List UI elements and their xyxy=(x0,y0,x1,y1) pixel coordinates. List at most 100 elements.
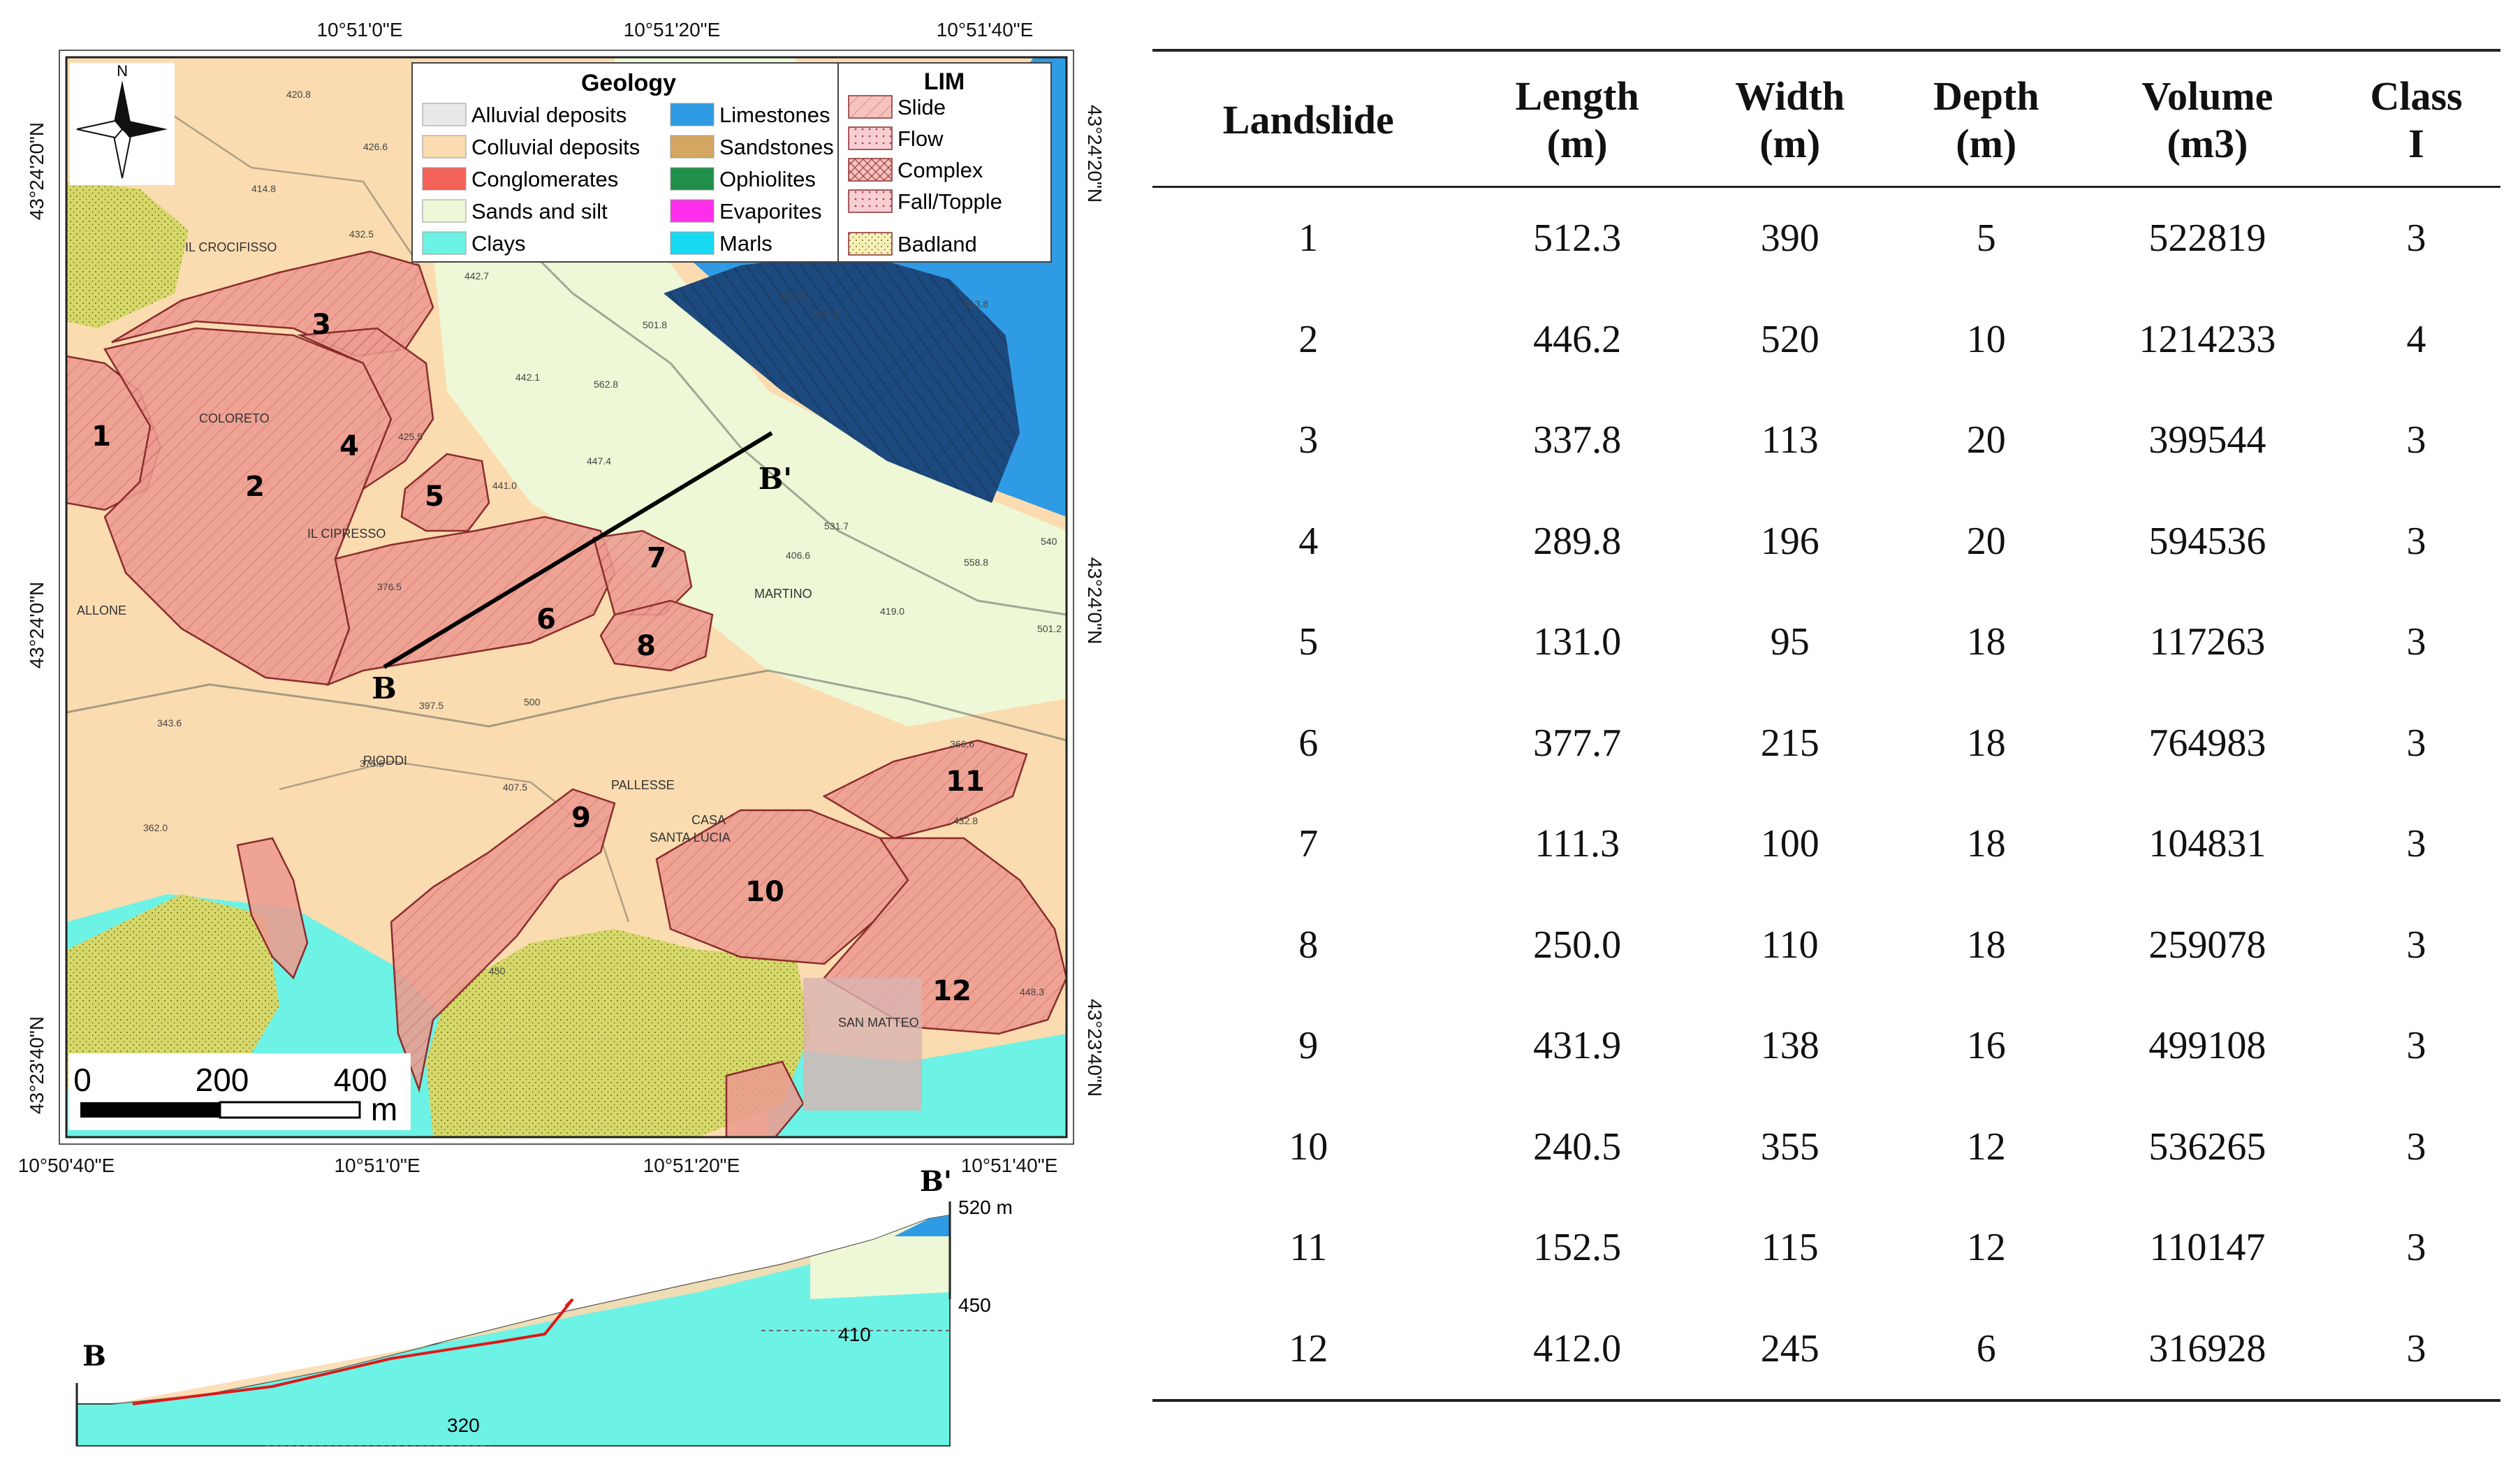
map-legend: Geology LIM Alluvial deposits Colluvial d… xyxy=(411,62,1052,263)
table-cell: 3 xyxy=(2406,1125,2426,1169)
spot-height: 366.6 xyxy=(950,738,974,749)
table-row: 12 412.0 245 6 316928 3 xyxy=(1152,1298,2500,1402)
section-label-b-prime: B' xyxy=(759,462,792,496)
table-cell: 215 xyxy=(1760,721,1819,765)
table-cell: 5 xyxy=(1298,620,1319,664)
table-row: 3 337.8 113 20 399544 3 xyxy=(1152,390,2500,491)
table-cell: 5 xyxy=(1976,217,1996,261)
table-header-cell: Volume (m3) xyxy=(2082,49,2333,188)
header-text: Width xyxy=(1735,73,1845,119)
table-row: 10 240.5 355 12 536265 3 xyxy=(1152,1097,2500,1198)
table-cell: 12 xyxy=(1966,1125,2006,1169)
table-cell: 240.5 xyxy=(1533,1125,1622,1169)
geology-swatch-2 xyxy=(422,167,467,191)
spot-height: 420.8 xyxy=(286,89,311,100)
table-cell: 111.3 xyxy=(1534,822,1620,866)
geology-legend-label: Evaporites xyxy=(719,199,821,224)
table-cell: 3 xyxy=(2406,721,2426,765)
geology-swatch-5 xyxy=(670,103,715,126)
spot-height: 432.5 xyxy=(349,228,374,240)
landslide-small-s xyxy=(725,1060,805,1137)
spot-height: 432.8 xyxy=(953,815,978,826)
geology-legend-label: Marls xyxy=(719,231,772,256)
north-label: N xyxy=(117,62,128,80)
place-name: SAN MATTEO xyxy=(838,1016,919,1030)
geology-swatch-0 xyxy=(422,103,467,126)
lim-legend-label: Fall/Topple xyxy=(898,189,1002,214)
spot-height: 362.0 xyxy=(143,822,168,833)
lat-label-left-2: 43°24'0"N xyxy=(26,582,47,669)
table-header-cell: Width (m) xyxy=(1690,49,1890,188)
lat-label-left-1: 43°24'20"N xyxy=(26,122,47,220)
table-row: 9 431.9 138 16 499108 3 xyxy=(1152,995,2500,1097)
section-end-b: B xyxy=(82,1340,106,1373)
lon-label-top-1: 10°51'0"E xyxy=(316,19,402,41)
table-cell: 138 xyxy=(1760,1024,1819,1068)
header-text: (m) xyxy=(1759,121,1821,166)
table-cell: 412.0 xyxy=(1464,1298,1690,1402)
section-end-b-prime: B' xyxy=(920,1165,952,1198)
table-cell: 522819 xyxy=(2148,217,2266,261)
place-name: SANTA LUCIA xyxy=(650,830,731,844)
table-cell: 3 xyxy=(2406,822,2426,866)
landslide-table: Landslide Length (m) Width (m) Depth (m) Volume… xyxy=(1152,49,2500,1402)
lim-legend-label: Slide xyxy=(898,95,946,119)
north-arrow-icon: N xyxy=(70,62,175,185)
geology-swatch-8 xyxy=(670,199,715,223)
table-cell: 512.3 xyxy=(1533,217,1622,261)
table-cell: 431.9 xyxy=(1533,1024,1622,1068)
table-cell: 6 xyxy=(1298,721,1319,765)
table-cell: 18 xyxy=(1966,620,2006,664)
lon-label-bottom-1: 10°50'40"E xyxy=(18,1155,115,1176)
spot-height: 501.2 xyxy=(1037,623,1062,634)
geological-map-figure: 10°51'0"E 10°51'20"E 10°51'40"E 10°50'40… xyxy=(18,19,1106,1447)
table-cell: 20 xyxy=(1966,519,2006,563)
table-cell: 390 xyxy=(1760,217,1819,261)
spot-height: 502.3 xyxy=(814,309,838,320)
spot-height: 540 xyxy=(1041,536,1057,547)
spot-height: 558.8 xyxy=(964,557,988,568)
scale-unit: m xyxy=(371,1091,397,1127)
table-header-cell: Landslide xyxy=(1152,49,1465,188)
table-row: 7 111.3 100 18 104831 3 xyxy=(1152,793,2500,895)
table-cell: 764983 xyxy=(2148,721,2266,765)
spot-height: 376.5 xyxy=(377,581,402,592)
table-cell: 3 xyxy=(2406,217,2426,261)
landslide-number-9: 9 xyxy=(571,802,591,834)
table-cell: 110147 xyxy=(2149,1226,2266,1270)
table-cell: 110 xyxy=(1761,923,1819,967)
geology-swatch-7 xyxy=(670,167,715,191)
spot-height: 407.5 xyxy=(503,782,527,793)
geology-legend-label: Ophiolites xyxy=(719,167,816,191)
table-cell: 16 xyxy=(1966,1024,2006,1068)
table-row: 2 446.2 520 10 1214233 4 xyxy=(1152,289,2500,390)
landslide-number-11: 11 xyxy=(946,766,985,798)
table-cell: 4 xyxy=(1298,519,1319,563)
landslide-number-5: 5 xyxy=(425,481,444,513)
geology-swatch-4 xyxy=(422,231,467,255)
cross-section: B B' 520 m 450 410 320 xyxy=(75,1165,1013,1447)
geology-swatch-1 xyxy=(422,135,467,159)
table-cell: 18 xyxy=(1966,923,2006,967)
lon-label-bottom-3: 10°51'20"E xyxy=(643,1155,740,1176)
table-cell: 377.7 xyxy=(1533,721,1622,765)
table-cell: 499108 xyxy=(2148,1024,2266,1068)
geology-legend-label: Sandstones xyxy=(719,135,834,159)
table-cell: 399544 xyxy=(2148,418,2266,462)
table-cell: 337.8 xyxy=(1533,418,1622,462)
lon-label-top-3: 10°51'40"E xyxy=(937,19,1034,41)
table-cell: 6 xyxy=(1889,1298,2083,1402)
table-cell: 131.0 xyxy=(1533,620,1622,664)
landslide-number-10: 10 xyxy=(745,876,784,908)
scale-bar: 0 200 400 m xyxy=(68,1053,411,1130)
section-elev-450: 450 xyxy=(958,1294,991,1316)
lim-legend-label: Flow xyxy=(898,126,944,151)
table-cell: 10 xyxy=(1289,1125,1328,1169)
table-cell: 3 xyxy=(2406,418,2426,462)
place-name: RIODDI xyxy=(363,754,407,768)
table-cell: 289.8 xyxy=(1533,519,1622,563)
header-text: Landslide xyxy=(1222,97,1394,142)
spot-height: 425.5 xyxy=(398,431,423,442)
spot-height: 442.1 xyxy=(515,372,540,383)
geology-legend-label: Sands and silt xyxy=(471,199,608,224)
